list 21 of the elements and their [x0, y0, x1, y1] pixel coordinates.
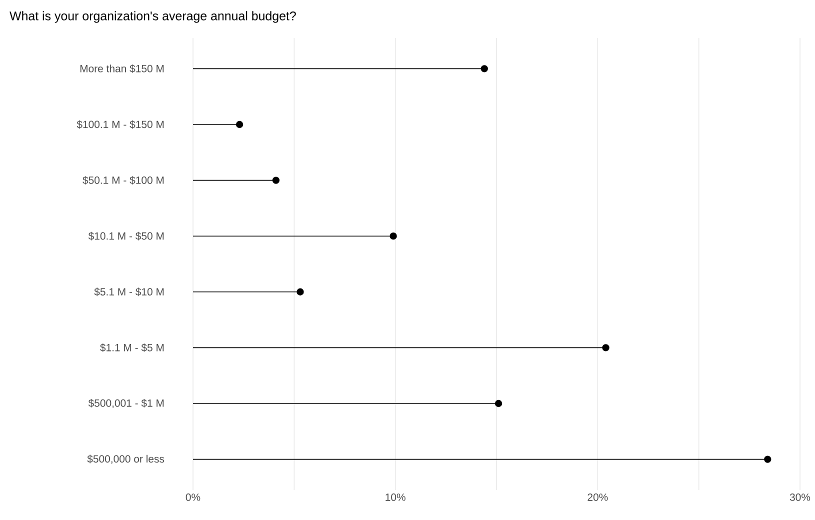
point [390, 232, 397, 240]
x-tick-label: 10% [386, 494, 406, 501]
x-tick-label: 20% [588, 494, 608, 501]
point [272, 176, 280, 184]
y-tick-label: $500,000 or less [87, 454, 164, 464]
point [764, 456, 772, 463]
x-tick-label: 30% [790, 494, 810, 501]
y-tick-label: $10.1 M - $50 M [88, 232, 164, 240]
y-tick-label: $5.1 M - $10 M [94, 288, 164, 296]
point [602, 344, 610, 352]
point [296, 288, 304, 296]
point [236, 120, 244, 128]
x-tick-label: 0% [186, 494, 200, 501]
point [494, 400, 502, 408]
y-tick-label: $1.1 M - $5 M [100, 343, 164, 352]
y-tick-label: $50.1 M - $100 M [82, 176, 164, 185]
chart-title: What is your organization's average annual budget? [10, 11, 296, 23]
y-tick-label: $500,001 - $1 M [88, 398, 164, 408]
point [480, 65, 488, 72]
y-tick-label: $100.1 M - $150 M [76, 120, 164, 129]
y-tick-label: More than $150 M [80, 64, 164, 73]
